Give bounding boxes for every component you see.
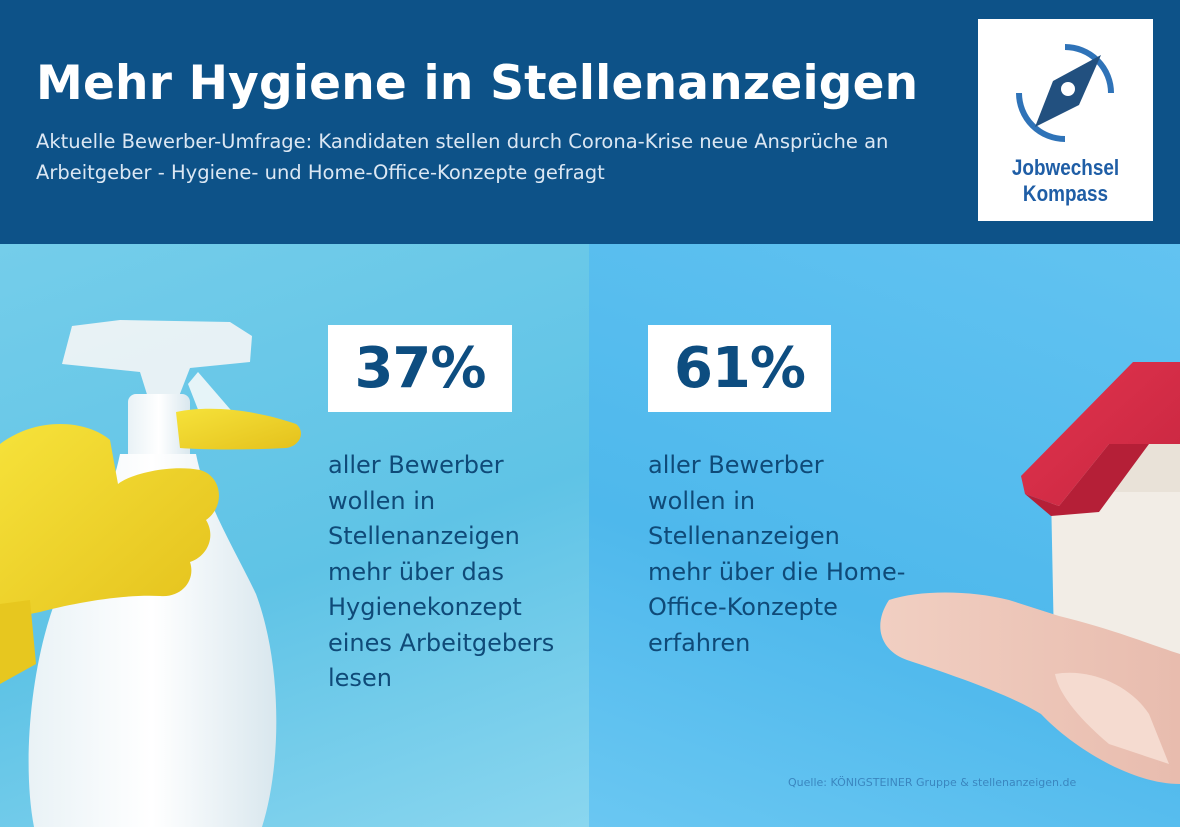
stat-value-box-hygiene: 37% (328, 325, 512, 412)
stat-value-box-home-office: 61% (648, 325, 831, 412)
logo-text-line2: Kompass (1022, 181, 1109, 206)
jobwechsel-kompass-logo: Jobwechsel Kompass (978, 19, 1153, 221)
page-subtitle: Aktuelle Bewerber-Umfrage: Kandidaten st… (36, 130, 889, 184)
source-note: Quelle: KÖNIGSTEINER Gruppe & stellenanz… (788, 776, 1077, 789)
compass-icon (1016, 44, 1114, 142)
stat-description-hygiene: aller Bewerber wollen in Stellenanzeigen… (328, 451, 555, 692)
hand-house-image (880, 362, 1180, 784)
page-title: Mehr Hygiene in Stellenanzeigen (36, 56, 919, 111)
header-banner: Mehr Hygiene in Stellenanzeigen Aktuelle… (0, 0, 1180, 244)
logo-text-line1: Jobwechsel (1011, 155, 1120, 180)
stat-value-home-office: 61% (673, 336, 806, 401)
spray-bottle-glove-image (0, 320, 301, 827)
stat-value-hygiene: 37% (354, 336, 486, 401)
stat-description-home-office: aller Bewerber wollen in Stellenanzeigen… (648, 451, 906, 657)
